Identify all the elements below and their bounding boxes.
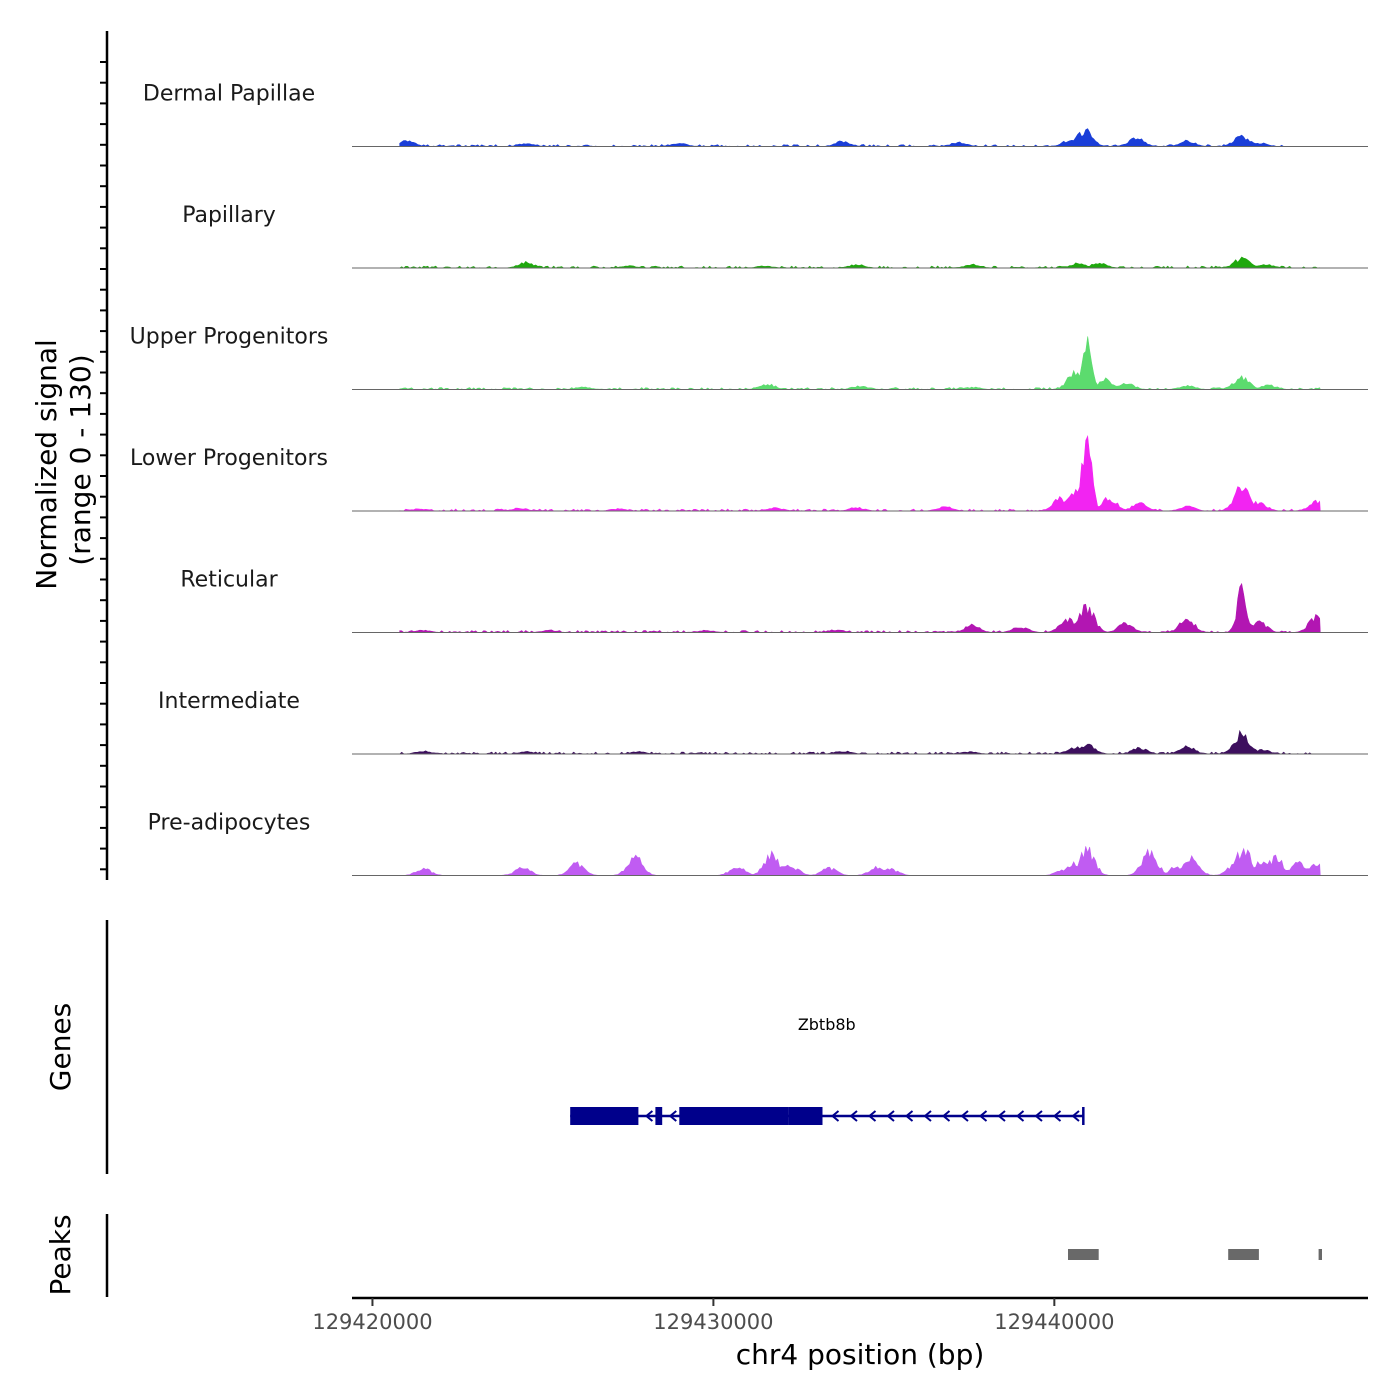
coverage-y-axis-title: Normalized signal (range 0 - 130) [30,330,97,589]
peak-region [1318,1249,1322,1260]
gene-exon [570,1107,639,1125]
gene-strand-arrow [997,1110,1006,1122]
gene-exon [679,1107,789,1125]
gene-strand-arrow [978,1110,988,1122]
gene-strand-arrow [941,1110,951,1122]
track-dermal-papillae: Dermal Papillae [143,82,1368,147]
gene-strand-arrow [849,1110,858,1122]
x-tick-label: 129420000 [312,1310,432,1334]
gene-label: Zbtb8b [798,1015,856,1034]
gene-strand-arrow [644,1110,654,1122]
track-upper-progenitors: Upper Progenitors [130,325,1368,390]
peaks-panel-title: Peaks [44,1214,77,1295]
track-lower-progenitors: Lower Progenitors [130,434,1368,512]
track-signal [399,336,1321,390]
gene-strand-arrow [904,1110,914,1122]
gene-strand-arrow [1015,1110,1025,1122]
coverage-y-axis-title-line2: (range 0 - 130) [64,354,97,565]
gene-exon [655,1107,663,1125]
x-axis-ticks: 129420000 129430000 129440000 [312,1298,1114,1334]
track-intermediate: Intermediate [158,689,1368,755]
track-signal [399,582,1321,633]
track-signal [398,729,1321,755]
gene-strand-arrow [668,1110,677,1122]
x-tick-label: 129440000 [994,1310,1114,1334]
track-signal [399,846,1321,876]
genes-panel-title: Genes [44,1003,77,1091]
track-label: Papillary [182,203,276,228]
track-label: Reticular [180,568,278,593]
gene-strand-arrow [1034,1110,1043,1122]
gene-strand-arrow [960,1110,969,1122]
gene-strand-arrow [867,1110,877,1122]
track-label: Dermal Papillae [143,82,315,107]
gene-strand-arrow [886,1110,895,1122]
coverage-y-axis-title-line1: Normalized signal [30,339,63,590]
peak-region [1068,1249,1099,1260]
gene-strand-arrow [1071,1110,1080,1122]
gene-exon [788,1107,823,1125]
track-label: Pre-adipocytes [148,811,311,836]
x-tick-label: 129430000 [653,1310,773,1334]
track-pre-adipocytes: Pre-adipocytes [148,811,1368,876]
gene-strand-arrow [1052,1110,1062,1122]
track-reticular: Reticular [180,568,1368,633]
track-signal [399,128,1287,147]
gene-strand-arrow [830,1110,840,1122]
track-label: Intermediate [158,689,300,714]
gene-strand-arrow [923,1110,932,1122]
x-axis-title: chr4 position (bp) [736,1338,985,1371]
track-signal [399,256,1321,269]
peak-region [1228,1249,1259,1260]
coverage-y-axis [100,31,109,880]
coverage-tracks: Dermal Papillae Papillary Upper Progenitor… [130,82,1368,876]
track-papillary: Papillary [182,203,1368,269]
track-label: Lower Progenitors [130,446,328,471]
track-label: Upper Progenitors [130,325,329,350]
track-signal [399,434,1321,512]
gene-annotations: Zbtb8b [570,1015,1085,1125]
gene-zbtb8b: Zbtb8b [570,1015,1085,1125]
peak-regions [1068,1249,1322,1260]
